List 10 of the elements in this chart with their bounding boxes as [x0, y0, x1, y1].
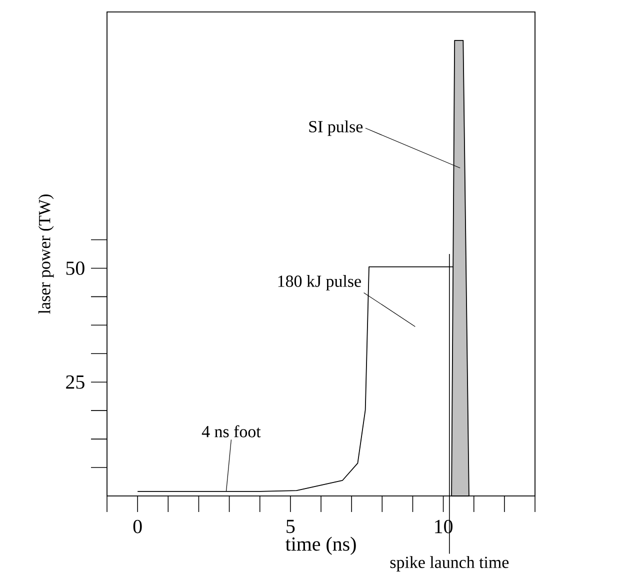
y-tick-label: 50: [66, 262, 84, 275]
annotation: 4 ns foot: [202, 425, 261, 438]
annotation: 180 kJ pulse: [278, 275, 361, 290]
annotation: SI pulse: [309, 120, 363, 136]
x-tick-label: 0: [133, 520, 142, 534]
ref-line-label: spike launch time: [390, 556, 509, 572]
x-axis-title: time (ns): [286, 536, 356, 555]
y-axis-title: laser power (TW): [38, 194, 54, 314]
x-tick-label: 5: [286, 520, 295, 534]
y-tick-label: 25: [66, 375, 84, 389]
